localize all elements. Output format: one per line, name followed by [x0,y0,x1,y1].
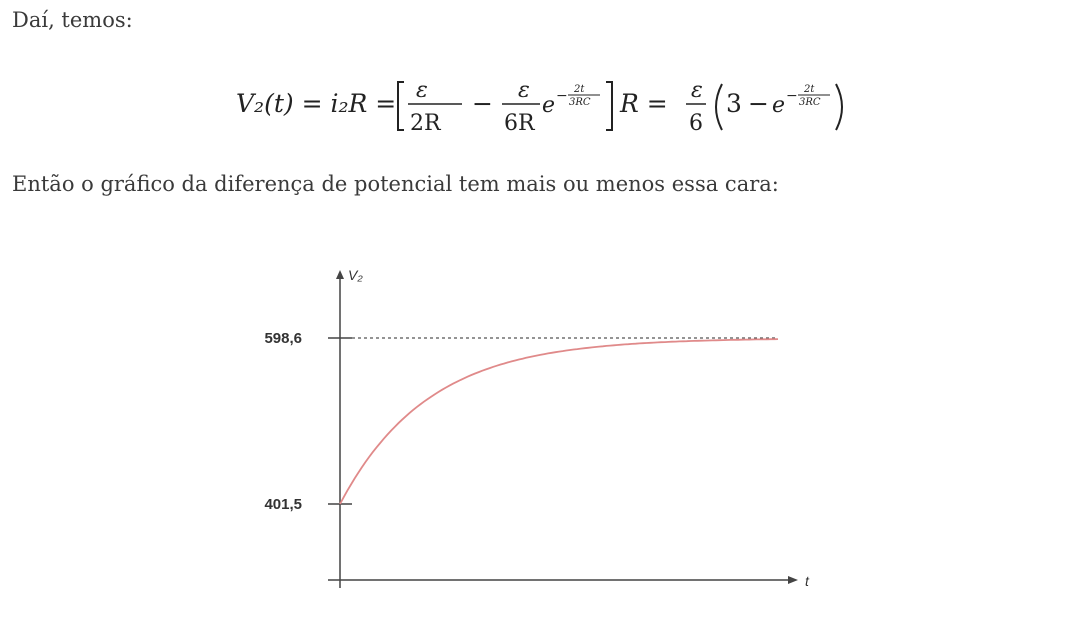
frac1-numerator: ε [416,78,428,103]
equation-after-bracket: R = [619,89,668,118]
voltage-chart: V₂ t 598,6 401,5 [264,267,810,589]
frac2-numerator: ε [518,78,530,103]
tick-label-asymptote: 598,6 [264,330,302,347]
y-axis-arrow [336,270,344,279]
exponent2-numerator: 2t [803,84,815,95]
equation-three: 3 [726,89,742,118]
frac3-numerator: ε [691,78,703,103]
exponent-denominator: 3RC [569,97,591,108]
equation-lhs: V₂(t) = i₂R = [236,89,396,118]
intro-text: Daí, temos: [12,8,133,32]
frac1-denominator: 2R [410,111,442,136]
exponent-sign: − [556,88,568,104]
voltage-equation: V₂(t) = i₂R = ε 2R − ε 6R e − 2t 3RC R =… [236,78,843,136]
voltage-curve [339,338,779,505]
equation-e2: e [772,93,785,118]
x-axis-label: t [805,573,810,589]
equation-minus: − [472,89,493,118]
equation-minus2: − [748,89,769,118]
exponent-numerator: 2t [573,84,585,95]
x-axis-arrow [788,576,798,584]
frac3-denominator: 6 [689,111,703,136]
frac2-denominator: 6R [504,111,536,136]
tick-label-start: 401,5 [264,496,302,513]
exponent2-sign: − [786,88,798,104]
chart-intro-text: Então o gráfico da diferença de potencia… [12,172,779,196]
y-axis-label: V₂ [348,267,363,283]
equation-e: e [542,93,555,118]
exponent2-denominator: 3RC [799,97,821,108]
